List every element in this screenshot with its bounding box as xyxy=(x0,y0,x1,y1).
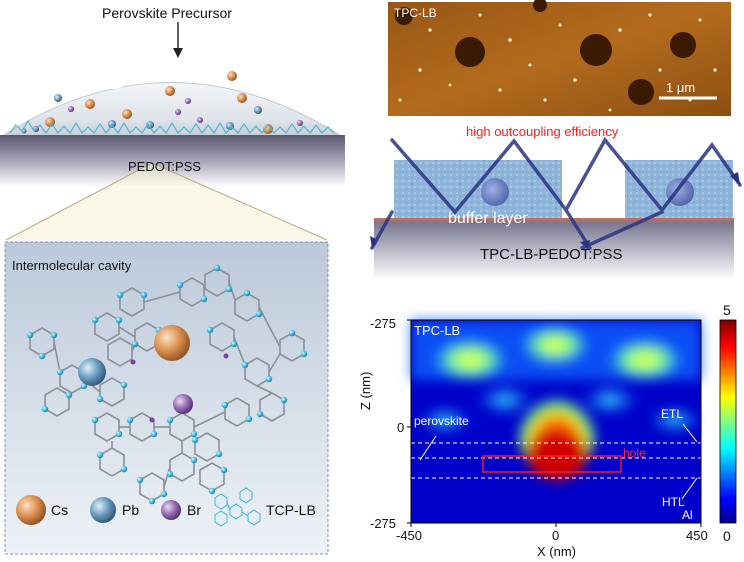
layer-etl-label: ETL xyxy=(661,407,684,421)
layer-perovskite-label: perovskite xyxy=(414,414,469,428)
x-tick-mid: 0 xyxy=(552,528,560,543)
y-tick-bottom: -275 xyxy=(370,516,397,531)
y-tick-top: -275 xyxy=(370,316,397,331)
substrate-label: PEDOT:PSS xyxy=(128,159,201,174)
field-intensity-map xyxy=(407,319,703,527)
legend-pb-ball xyxy=(90,497,116,523)
cavity-title: Intermolecular cavity xyxy=(12,258,132,273)
field-map-inset-label: TPC-LB xyxy=(414,323,461,338)
legend-pb-label: Pb xyxy=(122,502,140,518)
y-axis-label: Z (nm) xyxy=(358,371,373,410)
outcoupling-caption: high outcoupling efficiency xyxy=(466,124,619,139)
zoom-callout xyxy=(5,162,328,241)
legend-tcp-lb-icon xyxy=(214,487,261,527)
afm-scalebar-label: 1 μm xyxy=(666,80,696,95)
tcp-lb-network xyxy=(9,119,335,135)
legend-br-ball xyxy=(161,500,181,520)
colorbar-min-label: 0 xyxy=(723,528,731,544)
y-tick-mid: 0 xyxy=(397,420,405,435)
tpc-lb-substrate-label: TPC-LB-PEDOT:PSS xyxy=(480,246,623,263)
legend-br-label: Br xyxy=(187,502,201,518)
precursor-dome xyxy=(2,55,342,136)
cs-ion-in-cavity xyxy=(154,325,190,361)
legend-cs-ball xyxy=(16,495,46,525)
pb-ion-in-cavity xyxy=(78,358,106,386)
buffer-layer-label: buffer layer xyxy=(448,210,528,227)
cavity-panel xyxy=(4,241,329,555)
outcoupling-diagram xyxy=(370,136,742,280)
afm-image xyxy=(388,0,731,116)
afm-label: TPC-LB xyxy=(394,6,437,20)
x-tick-left: -450 xyxy=(396,528,423,543)
x-tick-right: 450 xyxy=(686,528,708,543)
x-axis-label: X (nm) xyxy=(537,544,576,559)
legend-cs-label: Cs xyxy=(51,502,69,518)
legend-tcp-lb-label: TCP-LB xyxy=(266,502,316,518)
layer-hole-label: hole xyxy=(623,446,646,460)
layer-htl-label: HTL xyxy=(662,495,685,509)
br-ion-in-cavity xyxy=(173,394,193,414)
colorbar xyxy=(719,319,737,524)
colorbar-max-label: 5 xyxy=(723,302,731,318)
precursor-label: Perovskite Precursor xyxy=(102,5,232,21)
precursor-arrow xyxy=(173,22,183,58)
layer-al-label: Al xyxy=(682,508,693,522)
molecule-atoms xyxy=(26,264,308,505)
